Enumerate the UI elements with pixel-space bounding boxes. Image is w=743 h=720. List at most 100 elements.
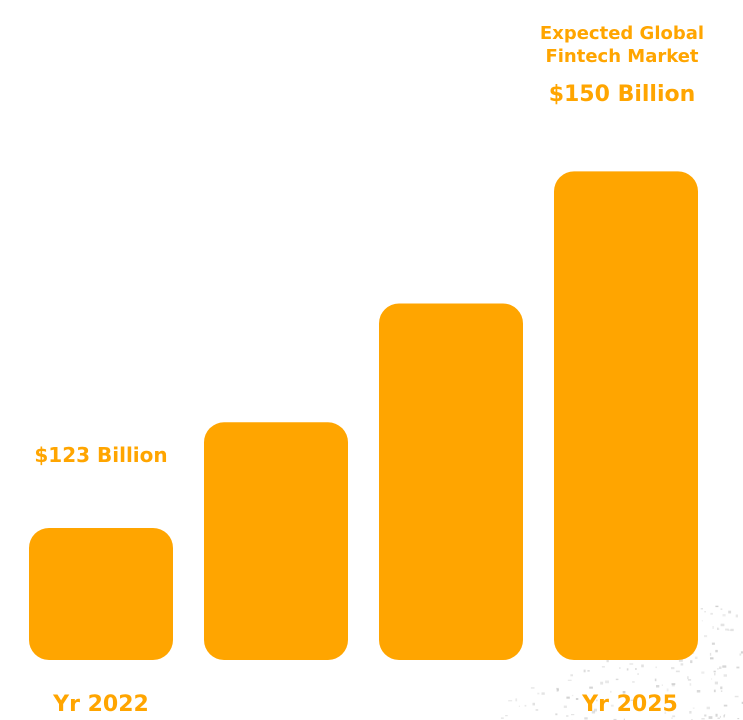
- texture-speck: [734, 695, 739, 698]
- texture-speck: [735, 614, 738, 618]
- texture-speck: [567, 679, 572, 681]
- texture-speck: [713, 689, 716, 693]
- texture-speck: [610, 690, 612, 693]
- texture-speck: [671, 717, 673, 719]
- texture-speck: [535, 709, 539, 711]
- texture-speck: [500, 717, 504, 719]
- texture-speck: [737, 718, 740, 720]
- texture-speck: [722, 665, 727, 668]
- texture-speck: [613, 718, 617, 720]
- texture-speck: [593, 708, 597, 712]
- texture-speck: [530, 687, 535, 689]
- texture-speck: [692, 707, 695, 709]
- texture-speck: [626, 668, 629, 671]
- texture-speck: [518, 705, 520, 707]
- texture-speck: [701, 718, 705, 720]
- texture-speck: [696, 690, 701, 693]
- texture-speck: [739, 653, 742, 656]
- texture-speck: [537, 692, 540, 695]
- texture-speck: [555, 713, 558, 716]
- texture-speck: [711, 678, 713, 680]
- texture-speck: [724, 714, 726, 716]
- texture-speck: [505, 715, 508, 717]
- texture-speck: [740, 651, 743, 654]
- texture-speck: [723, 714, 725, 718]
- chart-title-line-2: Fintech Market: [545, 46, 698, 67]
- texture-speck: [656, 685, 660, 688]
- texture-speck: [719, 666, 722, 669]
- texture-speck: [687, 676, 689, 680]
- texture-speck: [722, 614, 726, 617]
- texture-speck: [715, 713, 718, 717]
- texture-speck: [589, 686, 593, 689]
- texture-speck: [704, 714, 707, 717]
- texture-speck: [672, 715, 676, 718]
- texture-speck: [584, 717, 588, 720]
- texture-speck: [727, 629, 731, 631]
- texture-speck: [629, 663, 634, 665]
- texture-speck: [641, 697, 646, 701]
- chart-title-line-1: Expected Global: [540, 23, 704, 44]
- texture-speck: [605, 680, 609, 684]
- texture-speck: [720, 690, 723, 692]
- texture-speck: [717, 668, 719, 670]
- texture-speck: [566, 696, 570, 699]
- data-label-last: $150 Billion: [549, 82, 696, 107]
- texture-speck: [563, 705, 567, 708]
- texture-speck: [541, 692, 545, 695]
- texture-speck: [606, 659, 609, 663]
- texture-speck: [736, 666, 740, 669]
- bar-3: [379, 303, 523, 660]
- texture-speck: [637, 673, 639, 675]
- texture-speck: [690, 660, 693, 664]
- texture-speck: [622, 691, 626, 694]
- data-label-first: $123 Billion: [34, 443, 167, 467]
- texture-speck: [678, 659, 683, 662]
- texture-speck: [710, 657, 714, 660]
- texture-speck: [591, 710, 596, 714]
- texture-speck: [701, 620, 703, 622]
- texture-speck: [671, 683, 676, 685]
- texture-speck: [700, 608, 703, 610]
- bar-1: [29, 527, 173, 660]
- texture-speck: [711, 642, 715, 645]
- texture-speck: [593, 694, 595, 698]
- texture-speck: [689, 711, 692, 714]
- texture-speck: [675, 670, 680, 673]
- texture-speck: [706, 706, 710, 710]
- texture-speck: [570, 674, 573, 677]
- texture-speck: [596, 699, 598, 702]
- texture-speck: [728, 610, 732, 614]
- texture-speck: [583, 669, 586, 673]
- texture-speck: [723, 704, 728, 707]
- texture-speck: [680, 663, 684, 666]
- texture-speck: [571, 714, 575, 716]
- x-tick-label-last: Yr 2025: [581, 692, 678, 717]
- texture-speck: [715, 649, 718, 653]
- texture-speck: [556, 688, 559, 692]
- texture-speck: [714, 681, 718, 685]
- bar-2: [204, 422, 348, 660]
- texture-speck: [587, 670, 590, 672]
- texture-speck: [720, 623, 725, 627]
- texture-speck: [717, 628, 720, 630]
- texture-speck: [630, 699, 634, 701]
- texture-speck: [666, 688, 669, 692]
- texture-speck: [600, 681, 604, 685]
- texture-speck: [710, 612, 713, 615]
- texture-speck: [687, 679, 692, 681]
- texture-speck: [532, 702, 535, 706]
- texture-speck: [730, 628, 734, 632]
- texture-speck: [641, 664, 644, 668]
- texture-speck: [671, 683, 675, 687]
- texture-speck: [717, 627, 719, 630]
- texture-speck: [715, 605, 719, 608]
- bars-group: [29, 171, 698, 660]
- texture-speck: [725, 628, 729, 631]
- x-tick-label-first: Yr 2022: [52, 692, 149, 717]
- texture-speck: [621, 708, 625, 711]
- texture-speck: [556, 687, 559, 690]
- texture-speck: [708, 716, 713, 719]
- texture-speck: [704, 635, 708, 638]
